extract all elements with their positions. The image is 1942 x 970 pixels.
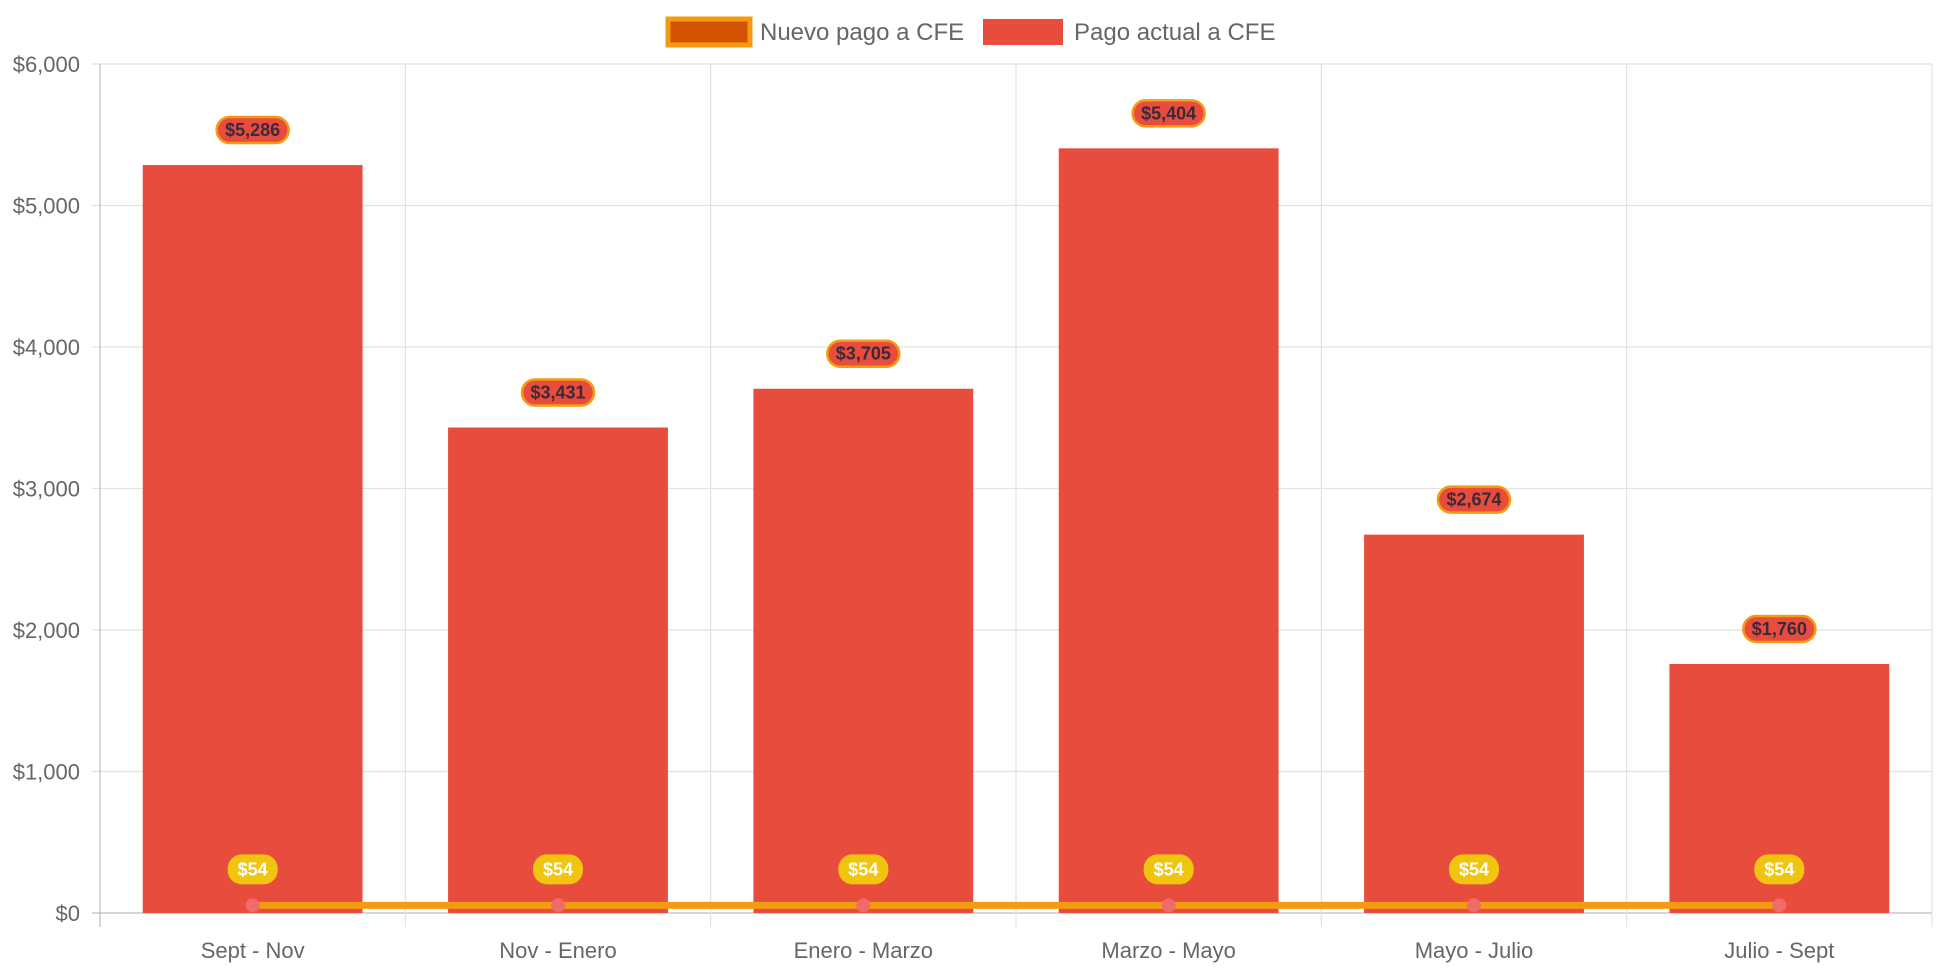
x-tick-label: Nov - Enero bbox=[499, 938, 616, 963]
bar-value-label: $3,705 bbox=[836, 344, 891, 364]
line-value-badge bbox=[227, 854, 278, 885]
line-point bbox=[1772, 898, 1787, 913]
line-point bbox=[856, 898, 871, 913]
legend-label-actual: Pago actual a CFE bbox=[1074, 19, 1275, 46]
line-value-badge bbox=[1449, 854, 1499, 885]
bar-value-label: $5,286 bbox=[225, 120, 280, 140]
line-value-label: $54 bbox=[848, 859, 878, 879]
line-point bbox=[551, 898, 565, 913]
legend: Nuevo pago a CFE Pago actual a CFE bbox=[665, 16, 1275, 48]
bar-value-label: $3,431 bbox=[530, 383, 585, 403]
legend-item-nuevo[interactable]: Nuevo pago a CFE bbox=[665, 16, 964, 48]
y-tick-label: $5,000 bbox=[13, 194, 80, 219]
bar-value-badge bbox=[826, 339, 901, 368]
y-tick-label: $1,000 bbox=[13, 760, 80, 785]
bar-value-badge bbox=[1131, 99, 1206, 128]
x-tick-label: Julio - Sept bbox=[1724, 938, 1834, 963]
y-tick-label: $0 bbox=[56, 901, 80, 926]
bar-value-label: $5,404 bbox=[1141, 103, 1196, 123]
bar-value-label: $2,674 bbox=[1446, 490, 1501, 510]
bar bbox=[1058, 148, 1279, 914]
y-tick-label: $4,000 bbox=[13, 335, 80, 360]
bar-value-badge bbox=[215, 115, 290, 145]
line-value-label: $54 bbox=[1154, 859, 1184, 879]
line-value-badge bbox=[838, 854, 889, 885]
x-tick-label: Enero - Marzo bbox=[794, 938, 933, 963]
bars bbox=[142, 148, 1890, 914]
data-labels: $5,286 $3,431 $3,705 $5,404 $2,674 $1,760 $54 $… bbox=[215, 99, 1817, 885]
line-value-badge bbox=[1143, 854, 1194, 885]
bar-value-label: $1,760 bbox=[1752, 619, 1807, 639]
bar bbox=[448, 427, 668, 913]
line-point bbox=[1467, 898, 1481, 913]
line-value-badge bbox=[533, 854, 583, 885]
bar-value-badge bbox=[1742, 614, 1817, 644]
bar-value-badge bbox=[1436, 485, 1512, 514]
bar-value-badge bbox=[520, 378, 596, 407]
grid-lines bbox=[92, 63, 1933, 927]
legend-label-nuevo: Nuevo pago a CFE bbox=[760, 19, 964, 46]
x-tick-label: Sept - Nov bbox=[201, 938, 305, 963]
legend-swatch-nuevo bbox=[665, 16, 753, 48]
line-point bbox=[245, 898, 260, 913]
y-tick-label: $3,000 bbox=[13, 477, 80, 502]
bar bbox=[753, 388, 974, 913]
line-value-label: $54 bbox=[1764, 859, 1794, 879]
bar bbox=[1364, 534, 1584, 913]
line-point bbox=[1161, 898, 1176, 913]
line-value-label: $54 bbox=[238, 859, 268, 879]
y-tick-label: $2,000 bbox=[13, 618, 80, 643]
line-value-label: $54 bbox=[1459, 859, 1489, 879]
legend-swatch-actual bbox=[983, 19, 1063, 45]
axes: $0 $1,000 $2,000 $3,000 $4,000 $5,000 $6,000 Se… bbox=[13, 52, 1835, 963]
x-tick-label: Mayo - Julio bbox=[1415, 938, 1534, 963]
line-value-label: $54 bbox=[543, 859, 573, 879]
x-tick-label: Marzo - Mayo bbox=[1101, 938, 1235, 963]
bar bbox=[142, 165, 363, 913]
line-series bbox=[245, 898, 1787, 913]
y-tick-label: $6,000 bbox=[13, 52, 80, 77]
legend-item-actual[interactable]: Pago actual a CFE bbox=[983, 19, 1275, 46]
line-value-badge bbox=[1754, 854, 1805, 885]
